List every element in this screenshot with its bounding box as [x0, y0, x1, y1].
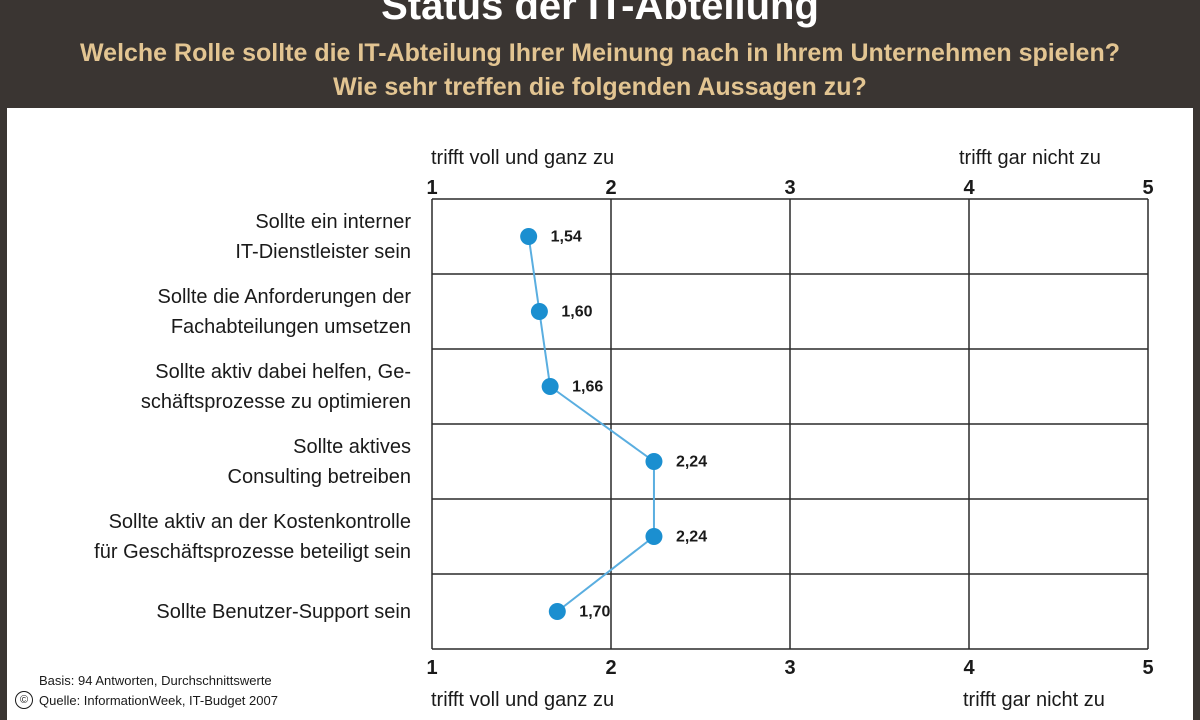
chart-title: Status der IT-Abteilung [381, 0, 819, 28]
data-point [548, 603, 566, 620]
row-label: Sollte ein interner IT-Dienstleister sei… [235, 210, 411, 263]
chart-plot: 1 1 2 2 3 3 4 4 5 5 1,54 1,60 1,66 2,24 2,24 1,70 [426, 177, 1153, 679]
data-label: 1,70 [579, 604, 610, 621]
data-label: 2,24 [676, 529, 707, 546]
data-point [645, 528, 663, 545]
data-label: 1,60 [561, 304, 592, 321]
axis-caption-top-left: trifft voll und ganz zu [431, 147, 615, 169]
row-label: Sollte aktives Consulting betreiben [227, 435, 411, 488]
chart-panel: trifft voll und ganz zu trifft gar nicht… [7, 108, 1193, 720]
row-label: Sollte aktiv an der Kostenkontrolle für … [94, 510, 411, 563]
x-tick-label-top: 2 [605, 177, 616, 199]
data-point [645, 453, 663, 470]
axis-caption-bottom-left: trifft voll und ganz zu [431, 689, 615, 711]
basis-note: Basis: 94 Antworten, Durchschnittswerte [39, 673, 272, 688]
x-tick-label-bottom: 4 [963, 657, 975, 679]
axis-caption-bottom-right: trifft gar nicht zu [963, 689, 1105, 711]
data-point [520, 228, 538, 245]
x-tick-label-top: 5 [1142, 177, 1153, 199]
x-tick-label-top: 3 [784, 177, 795, 199]
x-tick-label-top: 1 [426, 177, 437, 199]
data-label: 1,54 [551, 229, 582, 246]
series-line [527, 236, 655, 613]
row-label: Sollte aktiv dabei helfen, Ge- schäftspr… [140, 360, 411, 413]
data-point [541, 378, 559, 395]
copyright-icon: © [15, 691, 33, 709]
x-tick-label-top: 4 [963, 177, 975, 199]
row-label: Sollte die Anforderungen der Fachabteilu… [157, 285, 411, 338]
source-note: Quelle: InformationWeek, IT-Budget 2007 [39, 693, 278, 708]
x-tick-label-bottom: 1 [426, 657, 437, 679]
x-tick-label-bottom: 5 [1142, 657, 1153, 679]
data-label: 1,66 [572, 379, 603, 396]
data-label: 2,24 [676, 454, 707, 471]
chart-header: Status der IT-Abteilung Welche Rolle sol… [0, 0, 1200, 108]
x-tick-label-bottom: 2 [605, 657, 616, 679]
row-label: Sollte Benutzer-Support sein [156, 600, 411, 623]
data-point [530, 303, 548, 320]
chart-subtitle: Welche Rolle sollte die IT-Abteilung Ihr… [80, 39, 1120, 101]
x-tick-label-bottom: 3 [784, 657, 795, 679]
axis-caption-top-right: trifft gar nicht zu [959, 147, 1101, 169]
